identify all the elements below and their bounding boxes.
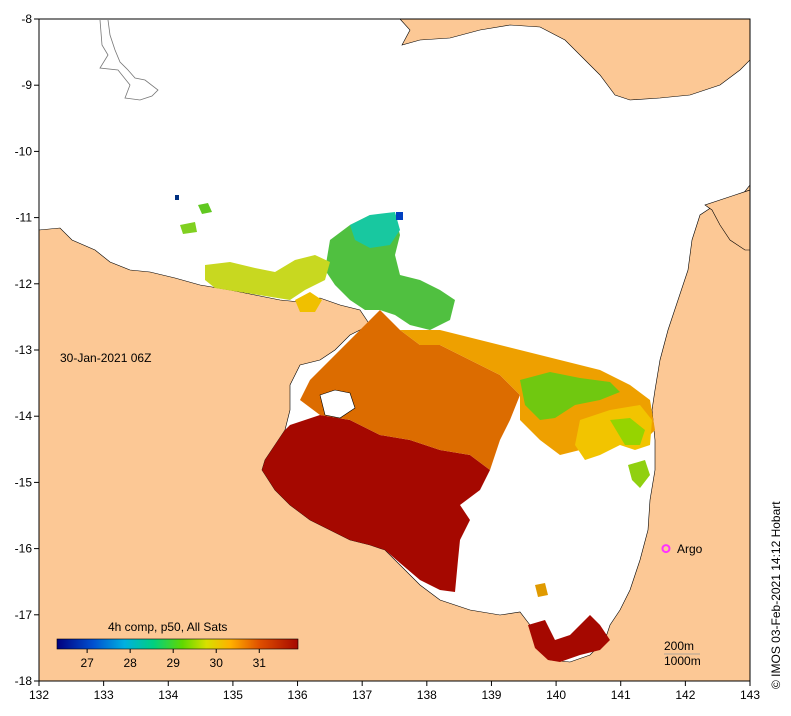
y-tick-label: -16 <box>15 542 33 556</box>
argo-marker: Argo <box>661 542 703 556</box>
colorbar-title: 4h comp, p50, All Sats <box>108 620 227 634</box>
colorbar: 4h comp, p50, All Sats 27 28 29 30 31 <box>56 620 299 670</box>
argo-icon <box>661 544 671 554</box>
sst-hot-region <box>262 415 490 592</box>
y-tick-label: -10 <box>15 144 33 158</box>
sst-hot-south <box>528 615 610 662</box>
sst-yellow-east <box>575 405 652 460</box>
land-new-guinea <box>399 19 750 101</box>
sst-yellow-gulfwest <box>205 255 330 300</box>
x-tick-label: 133 <box>94 688 114 702</box>
colorbar-tick-label: 29 <box>167 656 181 670</box>
x-tick-label: 142 <box>675 688 695 702</box>
argo-label: Argo <box>677 542 703 556</box>
colorbar-ticks: 27 28 29 30 31 <box>80 649 266 670</box>
sst-orange-region <box>300 310 520 470</box>
colorbar-tick-label: 28 <box>123 656 137 670</box>
y-tick-label: -11 <box>16 211 33 225</box>
coastline-tiwi <box>99 19 159 101</box>
sst-orange-patch-south <box>535 583 548 597</box>
sst-green-small-2 <box>180 222 197 234</box>
y-tick-label: -14 <box>15 409 33 423</box>
x-tick-label: 132 <box>29 688 49 702</box>
y-tick-label: -8 <box>21 12 32 26</box>
x-tick-label: 143 <box>740 688 760 702</box>
colorbar-tick-label: 31 <box>253 656 267 670</box>
x-tick-label: 138 <box>417 688 437 702</box>
colorbar-tick-label: 30 <box>210 656 224 670</box>
colorbar-tick-label: 27 <box>80 656 94 670</box>
x-tick-label: 134 <box>158 688 178 702</box>
y-tick-label: -13 <box>15 343 33 357</box>
sst-cyan-north <box>350 212 400 248</box>
y-tick-label: -18 <box>15 674 33 688</box>
x-tick-label: 137 <box>352 688 372 702</box>
sst-data <box>175 195 655 662</box>
y-axis: -8 -9 -10 -11 -12 -13 -14 -15 -16 -17 -18 <box>15 12 39 688</box>
contour-200m-label: 200m <box>664 639 694 653</box>
land-cape-york-top <box>704 189 750 251</box>
contour-1000m-label: 1000m <box>664 654 701 668</box>
x-tick-label: 135 <box>223 688 243 702</box>
sst-green-north <box>325 215 455 330</box>
x-axis: 132 133 134 135 136 137 138 139 140 141 142 143 <box>29 681 760 702</box>
x-tick-label: 140 <box>546 688 566 702</box>
colorbar-gradient <box>56 638 299 650</box>
imos-credit: © IMOS 03-Feb-2021 14:12 Hobart <box>769 501 783 689</box>
depth-contour-legend: 200m 1000m <box>664 639 701 668</box>
sst-green-small <box>198 203 212 214</box>
sst-blue-pixel <box>396 212 403 220</box>
y-tick-label: -9 <box>21 78 32 92</box>
island-groote <box>319 389 356 419</box>
timestamp-label: 30-Jan-2021 06Z <box>60 351 151 365</box>
x-tick-label: 141 <box>611 688 631 702</box>
y-tick-label: -15 <box>15 475 33 489</box>
sst-navy-pixel <box>175 195 179 200</box>
sst-green-east-2 <box>610 418 645 445</box>
sst-green-east <box>520 372 620 420</box>
x-tick-label: 136 <box>288 688 308 702</box>
y-tick-label: -17 <box>15 608 33 622</box>
land-arnhem-land <box>39 184 750 681</box>
y-tick-label: -12 <box>15 277 33 291</box>
sst-yellow-patch <box>295 292 322 312</box>
sst-green-small-3 <box>628 460 650 488</box>
x-tick-label: 139 <box>481 688 501 702</box>
